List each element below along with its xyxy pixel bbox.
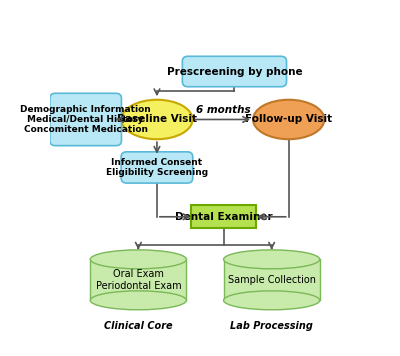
Text: Clinical Core: Clinical Core: [104, 321, 173, 331]
Text: Follow-up Visit: Follow-up Visit: [245, 115, 332, 125]
Ellipse shape: [224, 291, 320, 310]
FancyBboxPatch shape: [121, 152, 193, 183]
FancyBboxPatch shape: [191, 205, 256, 228]
Ellipse shape: [121, 100, 193, 139]
Text: Oral Exam
Periodontal Exam: Oral Exam Periodontal Exam: [96, 269, 181, 290]
Text: Baseline Visit: Baseline Visit: [117, 115, 197, 125]
Text: Informed Consent
Eligibility Screening: Informed Consent Eligibility Screening: [106, 158, 208, 177]
Text: 6 months: 6 months: [196, 105, 251, 115]
FancyBboxPatch shape: [50, 93, 122, 146]
Text: Prescreening by phone: Prescreening by phone: [167, 67, 302, 77]
Text: Sample Collection: Sample Collection: [228, 275, 316, 285]
Bar: [224, 259, 320, 300]
Ellipse shape: [253, 100, 324, 139]
Bar: [90, 259, 186, 300]
Ellipse shape: [90, 250, 186, 269]
Text: Lab Processing: Lab Processing: [230, 321, 313, 331]
FancyBboxPatch shape: [182, 56, 286, 87]
Text: Demographic Information
Medical/Dental History
Concomitent Medication: Demographic Information Medical/Dental H…: [20, 105, 151, 134]
Text: Dental Examiner: Dental Examiner: [175, 212, 272, 222]
Ellipse shape: [90, 291, 186, 310]
Ellipse shape: [224, 250, 320, 269]
